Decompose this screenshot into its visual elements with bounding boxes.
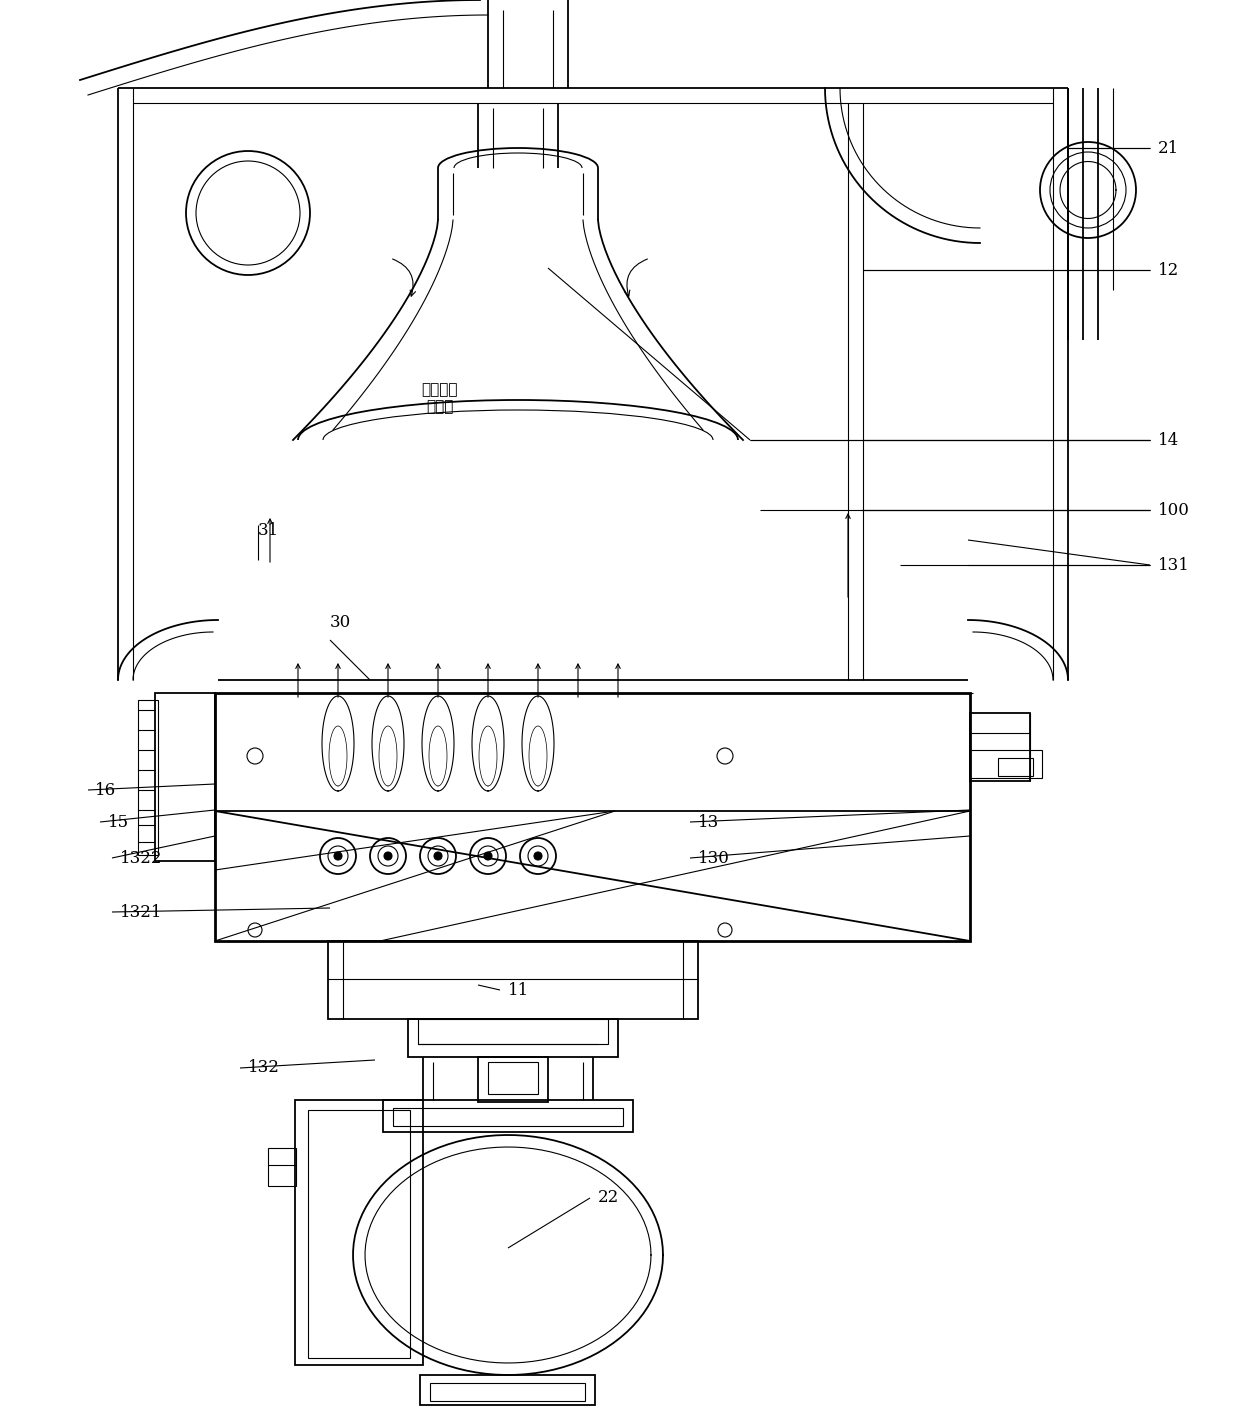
Circle shape xyxy=(534,852,542,859)
Text: 130: 130 xyxy=(698,849,730,866)
Text: 100: 100 xyxy=(1158,501,1190,518)
Bar xyxy=(430,1383,585,1401)
Text: 15: 15 xyxy=(108,814,129,831)
Bar xyxy=(393,1108,622,1126)
Text: 14: 14 xyxy=(1158,432,1179,449)
Text: 132: 132 xyxy=(248,1060,280,1077)
Circle shape xyxy=(434,852,441,859)
Text: 30: 30 xyxy=(330,614,351,631)
Bar xyxy=(329,941,698,1019)
Bar xyxy=(970,751,1042,777)
Circle shape xyxy=(484,852,492,859)
Bar xyxy=(408,1019,618,1057)
Bar xyxy=(420,1374,595,1405)
Text: 11: 11 xyxy=(508,982,529,999)
Bar xyxy=(268,1149,296,1187)
Text: 1322: 1322 xyxy=(120,849,162,866)
Bar xyxy=(477,1057,548,1102)
Circle shape xyxy=(384,852,392,859)
Text: 16: 16 xyxy=(95,782,117,799)
Bar xyxy=(998,758,1033,776)
Bar xyxy=(138,700,157,855)
Bar xyxy=(418,1019,608,1044)
Bar xyxy=(489,1062,538,1094)
Text: 21: 21 xyxy=(1158,140,1179,157)
Bar xyxy=(970,713,1030,782)
Text: 131: 131 xyxy=(1158,556,1190,573)
Text: 12: 12 xyxy=(1158,261,1179,278)
Text: 22: 22 xyxy=(598,1189,619,1206)
Bar xyxy=(383,1101,632,1132)
Bar xyxy=(155,693,215,861)
Text: 1321: 1321 xyxy=(120,903,162,920)
Text: 13: 13 xyxy=(698,814,719,831)
Text: 补充风燃
烧火焰: 补充风燃 烧火焰 xyxy=(422,382,459,415)
Text: 31: 31 xyxy=(258,522,279,539)
Circle shape xyxy=(334,852,342,859)
Bar xyxy=(308,1110,410,1357)
Bar xyxy=(295,1101,423,1364)
Bar xyxy=(215,693,970,941)
